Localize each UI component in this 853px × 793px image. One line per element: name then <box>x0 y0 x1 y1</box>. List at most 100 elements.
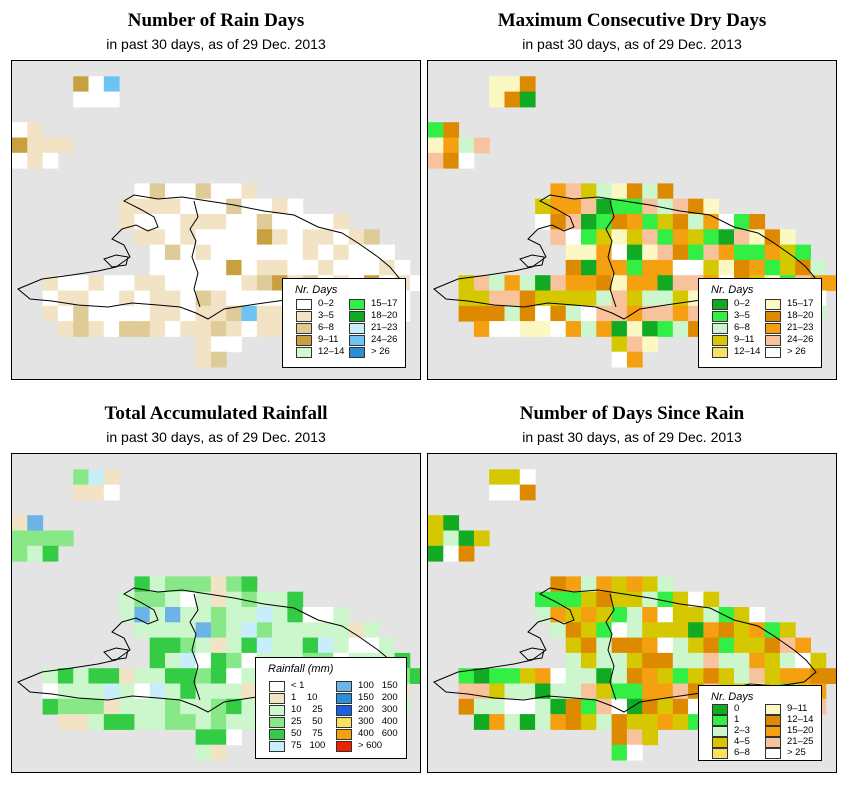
legend-swatch <box>712 311 728 322</box>
grid-cell <box>565 652 582 669</box>
grid-cell <box>241 652 258 669</box>
grid-cell <box>519 275 536 291</box>
grid-cell <box>195 683 212 700</box>
grid-cell <box>718 652 735 669</box>
map-days-since-rain: Nr. Days 0 1 2–3 4–5 6–8 9–11 12–14 15–20 21–25 >… <box>427 453 837 773</box>
legend-label: 150 200 <box>358 692 398 703</box>
grid-cell <box>642 668 658 684</box>
grid-cell <box>657 290 674 307</box>
map-grid <box>428 76 836 368</box>
grid-cell <box>443 515 460 531</box>
grid-cell <box>596 698 613 715</box>
panel-subtitle: in past 30 days, as of 29 Dec. 2013 <box>522 36 742 52</box>
grid-cell <box>764 229 781 246</box>
legend-label: 3–5 <box>734 310 750 321</box>
legend-label: 6–8 <box>318 322 334 333</box>
grid-cell <box>149 607 166 623</box>
grid-cell <box>195 275 212 291</box>
grid-cell <box>703 198 720 215</box>
grid-cell <box>165 576 181 593</box>
grid-cell <box>287 229 304 246</box>
legend-swatch <box>296 323 312 334</box>
coastline <box>17 194 401 320</box>
grid-cell <box>626 622 643 639</box>
grid-cell <box>626 290 643 307</box>
legend-label: 1 10 <box>291 692 318 703</box>
grid-cell <box>489 275 505 291</box>
grid-cell <box>703 591 720 608</box>
grid-cell <box>703 214 720 230</box>
grid-cell <box>333 622 350 639</box>
grid-cell <box>489 469 505 486</box>
grid-cell <box>88 290 105 307</box>
country-border <box>189 200 201 308</box>
grid-cell <box>119 698 135 715</box>
grid-cell <box>642 244 658 261</box>
grid-cell <box>226 229 242 246</box>
legend-label: 200 300 <box>358 704 398 715</box>
grid-cell <box>180 652 197 669</box>
grid-cell <box>657 698 674 715</box>
grid-cell <box>103 484 120 501</box>
grid-cell <box>703 244 720 261</box>
grid-cell <box>718 229 735 246</box>
grid-cell <box>195 744 212 761</box>
legend-swatch <box>765 737 781 748</box>
legend-swatch <box>336 681 352 692</box>
grid-cell <box>165 591 181 608</box>
grid-cell <box>626 729 643 746</box>
grid-cell <box>657 714 674 730</box>
grid-cell <box>565 198 582 215</box>
grid-cell <box>318 637 334 654</box>
grid-cell <box>611 351 628 368</box>
grid-cell <box>149 229 166 246</box>
grid-cell <box>333 637 350 654</box>
grid-cell <box>489 484 505 501</box>
grid-cell <box>581 214 597 230</box>
grid-cell <box>626 351 643 368</box>
grid-cell <box>626 576 643 593</box>
legend-label: 100 150 <box>358 680 398 691</box>
grid-cell <box>180 714 197 730</box>
grid-cell <box>195 229 212 246</box>
grid-cell <box>12 137 28 154</box>
grid-cell <box>611 229 628 246</box>
grid-cell <box>226 183 242 200</box>
legend-swatch <box>765 726 781 737</box>
grid-cell <box>149 714 166 730</box>
grid-cell <box>226 198 242 215</box>
grid-cell <box>519 305 536 322</box>
grid-cell <box>12 152 28 169</box>
grid-cell <box>241 198 258 215</box>
grid-cell <box>333 607 350 623</box>
grid-cell <box>88 714 105 730</box>
grid-cell <box>149 698 166 715</box>
grid-cell <box>535 591 551 608</box>
grid-cell <box>642 229 658 246</box>
grid-cell <box>88 698 105 715</box>
grid-cell <box>241 607 258 623</box>
grid-cell <box>795 259 811 276</box>
grid-cell <box>581 607 597 623</box>
grid-cell <box>27 152 44 169</box>
grid-cell <box>363 259 380 276</box>
grid-cell <box>749 244 766 261</box>
grid-cell <box>581 652 597 669</box>
legend-swatch <box>349 335 365 346</box>
legend-label: > 25 <box>787 747 806 758</box>
legend-label: 25 50 <box>291 716 323 727</box>
grid-cell <box>458 137 475 154</box>
legend-label: 10 25 <box>291 704 323 715</box>
grid-cell <box>626 683 643 700</box>
grid-cell <box>504 290 521 307</box>
legend-swatch <box>765 311 781 322</box>
grid-cell <box>195 214 212 230</box>
grid-cell <box>210 607 227 623</box>
grid-cell <box>73 714 89 730</box>
grid-cell <box>57 698 74 715</box>
grid-cell <box>226 244 242 261</box>
map-rain-days: Nr. Days 0–2 3–5 6–8 9–11 12–14 15–17 18–20 21–… <box>11 60 421 380</box>
grid-cell <box>581 622 597 639</box>
grid-cell <box>764 259 781 276</box>
grid-cell <box>241 305 258 322</box>
